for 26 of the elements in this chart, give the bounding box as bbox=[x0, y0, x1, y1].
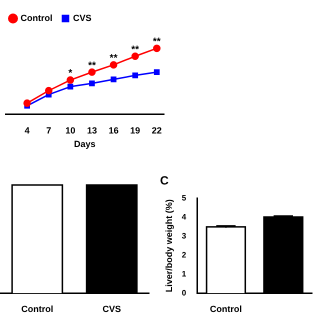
y-tick-label: 5 bbox=[182, 194, 187, 203]
y-axis-title: Liver/body weight (%) bbox=[164, 199, 174, 292]
y-tick-label: 3 bbox=[182, 232, 187, 241]
chart-title: C bbox=[160, 174, 169, 188]
y-tick-label: 1 bbox=[182, 269, 187, 278]
legend-label: CVS bbox=[72, 12, 92, 23]
annotation: ** bbox=[110, 52, 118, 64]
x-tick-label: Control bbox=[21, 304, 54, 314]
x-tick-label: 10 bbox=[65, 125, 76, 136]
legend-label: Control bbox=[20, 12, 52, 23]
x-tick-label: 22 bbox=[152, 125, 162, 136]
annotation: * bbox=[68, 68, 72, 80]
annotation: ** bbox=[152, 36, 161, 48]
annotation: ** bbox=[131, 44, 140, 56]
y-tick-label: 4 bbox=[182, 212, 187, 222]
x-axis-title: Days bbox=[74, 139, 96, 150]
x-tick-label: 4 bbox=[24, 125, 30, 136]
annotation: ** bbox=[88, 60, 96, 72]
x-tick-label: 19 bbox=[130, 125, 140, 136]
x-tick-label: 7 bbox=[46, 125, 52, 136]
y-tick-label: 0 bbox=[182, 288, 187, 298]
x-tick-label: 16 bbox=[108, 125, 119, 136]
x-tick-label: Control bbox=[210, 304, 242, 314]
x-tick-label: CVS bbox=[102, 304, 122, 314]
x-tick-label: 13 bbox=[86, 125, 97, 136]
y-tick-label: 2 bbox=[182, 250, 187, 260]
